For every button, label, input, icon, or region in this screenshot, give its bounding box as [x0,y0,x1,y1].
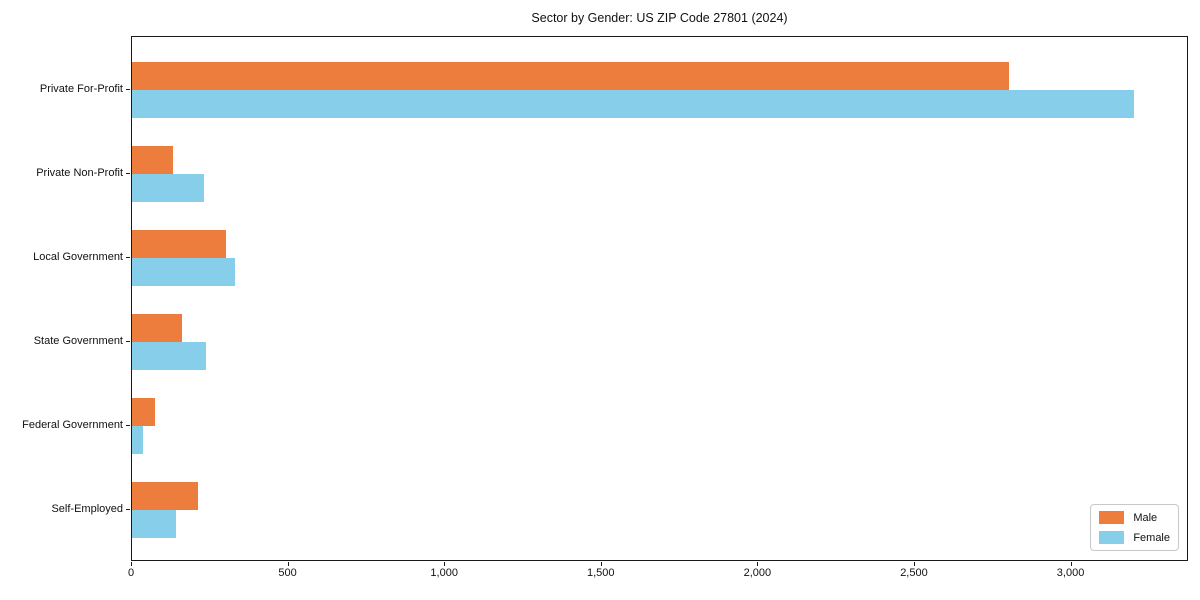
x-tick-2500 [913,562,915,566]
x-tick-1500 [600,562,602,566]
x-label-1500: 1,500 [587,567,615,579]
x-tick-0 [131,562,132,566]
bar-female-state-government [132,342,206,370]
y-label-state-government: State Government [33,335,123,347]
legend: Male Female [1090,504,1179,551]
y-label-federal-government: Federal Government [22,419,123,431]
chart-title: Sector by Gender: US ZIP Code 27801 (202… [531,11,788,25]
plot-area: Male Female [131,36,1188,561]
x-tick-3000 [1070,562,1072,566]
bar-male-private-non-profit [132,146,173,174]
bar-male-state-government [132,314,182,342]
y-tick-local-government [126,257,130,258]
bar-male-local-government [132,230,226,258]
x-label-2500: 2,500 [900,567,928,579]
x-tick-2000 [757,562,759,566]
x-label-0: 0 [127,567,135,579]
bar-female-federal-government [132,426,143,454]
x-label-3000: 3,000 [1056,567,1085,579]
bar-male-federal-government [132,398,155,426]
y-tick-private-for-profit [126,89,130,90]
x-tick-1000 [444,562,446,566]
legend-label-male: Male [1133,511,1158,524]
y-tick-state-government [126,341,130,342]
x-label-2000: 2,000 [743,567,772,579]
legend-swatch-female [1099,531,1125,544]
y-label-self-employed: Self-Employed [51,503,123,515]
y-label-local-government: Local Government [33,251,123,263]
legend-item-female: Female [1099,531,1170,544]
legend-item-male: Male [1099,511,1170,524]
bar-female-private-for-profit [132,90,1134,118]
x-tick-500 [287,562,289,566]
bar-female-local-government [132,258,235,286]
y-label-private-for-profit: Private For-Profit [39,83,123,95]
y-tick-private-non-profit [126,173,130,174]
bar-male-private-for-profit [132,62,1009,90]
bar-male-self-employed [132,482,198,510]
y-label-private-non-profit: Private Non-Profit [36,167,123,179]
y-tick-self-employed [126,509,130,510]
legend-swatch-male [1099,511,1125,524]
y-tick-federal-government [126,425,130,426]
legend-label-female: Female [1133,531,1170,544]
bar-female-self-employed [132,510,176,538]
x-label-1000: 1,000 [430,567,458,579]
bar-female-private-non-profit [132,174,204,202]
x-label-500: 500 [278,567,297,579]
